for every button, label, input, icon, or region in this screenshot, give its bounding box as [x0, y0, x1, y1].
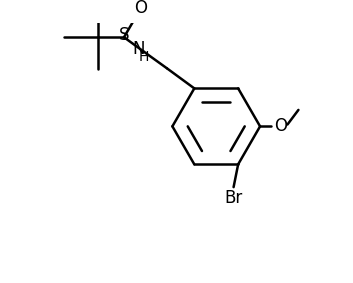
Text: N: N [132, 40, 145, 58]
Text: H: H [139, 50, 149, 64]
Text: O: O [134, 0, 147, 17]
Text: S: S [119, 26, 129, 44]
Text: Br: Br [225, 189, 243, 207]
Text: O: O [274, 117, 287, 135]
